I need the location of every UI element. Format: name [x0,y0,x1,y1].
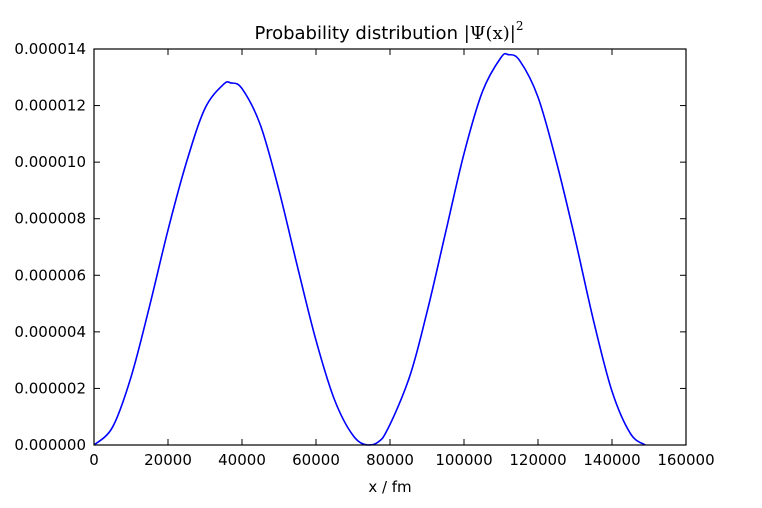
y-tick-label: 0.000012 [14,97,86,115]
x-tick-label: 0 [89,451,99,469]
axes-frame [93,48,687,446]
x-tick-label: 160000 [657,451,714,469]
x-tick-label: 80000 [366,451,414,469]
y-tick-label: 0.000008 [14,210,86,228]
x-axis-ticks: 0 20000 40000 60000 80000 100000 120000 140000 1… [89,49,715,469]
chart-title-text: Probability distribution [255,23,464,44]
y-tick-label: 0.000006 [14,266,86,284]
x-tick-label: 60000 [292,451,340,469]
x-tick-label: 120000 [509,451,566,469]
x-tick-label: 140000 [583,451,640,469]
x-tick-label: 40000 [218,451,266,469]
chart-title: Probability distribution |Ψ(x)|2 [255,19,524,44]
x-tick-label: 20000 [144,451,192,469]
chart-title-math: |Ψ(x)| [464,23,516,44]
x-tick-label: 100000 [435,451,492,469]
series-line [93,52,646,446]
y-tick-label: 0.000010 [14,153,86,171]
chart-title-exponent: 2 [516,19,524,33]
y-axis-ticks: 0.000000 0.000002 0.000004 0.000006 0.000008… [14,40,686,454]
y-tick-label: 0.000000 [14,436,86,454]
y-tick-label: 0.000004 [14,323,86,341]
y-tick-label: 0.000002 [14,379,86,397]
plot-area [93,52,646,446]
x-axis-label: x / fm [368,478,411,496]
y-tick-label: 0.000014 [14,40,86,58]
